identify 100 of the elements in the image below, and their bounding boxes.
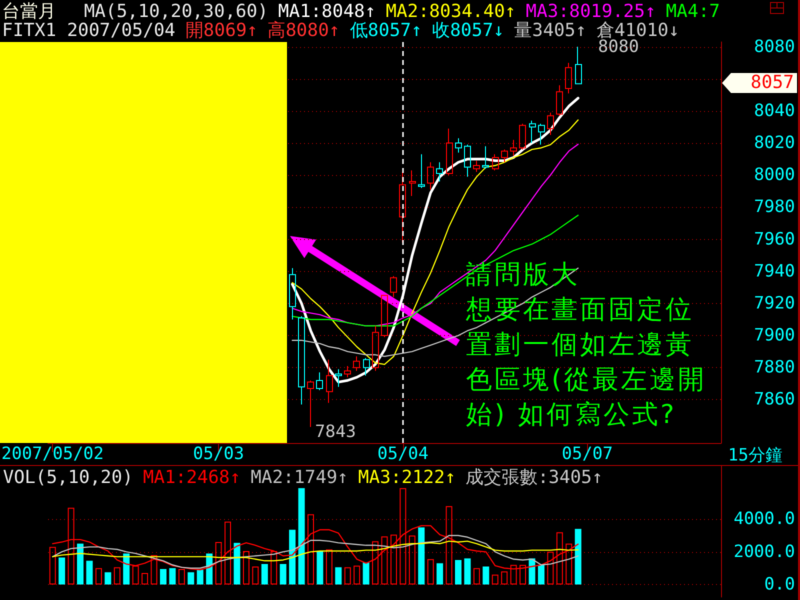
bar <box>344 567 351 584</box>
bar <box>49 546 56 584</box>
y-tick-label: 8000 <box>754 165 795 186</box>
bar <box>501 571 508 584</box>
bar <box>316 550 324 584</box>
bar <box>408 535 416 584</box>
text: MA2:1749↑ <box>250 467 348 488</box>
bar <box>464 558 471 584</box>
text: MA1:8048↑ <box>278 1 376 22</box>
candlestick <box>316 372 323 391</box>
bar <box>58 558 66 584</box>
candlestick <box>418 154 425 188</box>
bar <box>574 528 582 584</box>
bar <box>298 488 305 584</box>
candlestick <box>547 112 554 136</box>
line-series <box>52 540 579 562</box>
candlestick <box>372 325 379 372</box>
y-tick-label: 7860 <box>754 390 795 410</box>
bar <box>354 566 360 584</box>
y-tick-label: 7880 <box>754 358 795 378</box>
bar <box>427 559 434 584</box>
candlestick <box>353 356 360 372</box>
bar <box>123 553 130 584</box>
candlestick <box>381 294 388 338</box>
y-tick-label: 7960 <box>754 229 795 250</box>
text: MA3:2122↑ <box>358 467 456 488</box>
candlestick <box>307 380 314 428</box>
text: MA3:8019.25↑ <box>526 1 656 22</box>
x-tick-label: 05/07 <box>562 444 613 464</box>
y-tick-label: 8040 <box>754 100 795 121</box>
text: 開8069↑ <box>185 20 258 41</box>
annotation: 7843 <box>315 422 356 442</box>
bar <box>538 564 544 584</box>
bar <box>261 564 268 584</box>
bar <box>455 560 462 584</box>
bar <box>326 549 332 584</box>
text: MA4:7 <box>666 1 720 22</box>
x-tick-label: 05/04 <box>377 444 429 464</box>
x-tick-label: 2007/05/02 <box>1 444 104 464</box>
candlestick <box>529 120 536 144</box>
candlestick <box>565 62 572 94</box>
bar <box>196 570 204 584</box>
bar <box>104 572 112 584</box>
text: 低8057↑ <box>350 20 422 41</box>
bar <box>492 574 498 584</box>
bar <box>335 567 342 584</box>
candlestick <box>455 138 462 154</box>
chart-subtitle: FITX1 2007/05/04 <box>2 20 176 41</box>
candlestick <box>335 368 342 388</box>
text: 收8057↓ <box>432 20 504 41</box>
candlestick <box>510 139 517 156</box>
text: MA1:2468↑ <box>143 467 241 488</box>
y-tick-label: 7900 <box>754 326 795 346</box>
bar <box>169 568 176 584</box>
bar <box>160 568 166 584</box>
bar <box>188 572 194 584</box>
text: 8057 <box>722 72 797 93</box>
bar <box>95 568 102 584</box>
x-tick-label: 05/03 <box>192 444 244 464</box>
legend-title: MA(5,10,20,30,60) <box>84 1 268 22</box>
candlestick <box>538 123 545 146</box>
candlestick <box>399 171 406 243</box>
candlestick <box>436 162 443 182</box>
candlestick <box>464 144 471 178</box>
candlestick <box>482 146 489 170</box>
y-tick-label: 8020 <box>754 133 795 154</box>
line-series <box>292 144 579 327</box>
line-series <box>52 534 579 569</box>
candlestick <box>575 46 582 84</box>
y-tick-label: 2000.0 <box>734 542 795 562</box>
candlestick <box>519 123 526 150</box>
y-tick-label: 0.0 <box>764 574 795 594</box>
candlestick <box>344 366 351 378</box>
bar <box>252 566 259 584</box>
candlestick <box>492 154 499 171</box>
bar <box>289 530 296 584</box>
text: 量3405↑ <box>514 20 586 41</box>
candlestick <box>326 359 333 404</box>
bar <box>242 550 250 584</box>
bar <box>77 544 84 584</box>
y-tick-label: 7920 <box>754 293 795 314</box>
candlestick <box>289 268 296 320</box>
legend-title: VOL(5,10,20) <box>3 467 134 488</box>
candlestick <box>298 316 305 406</box>
bar <box>362 562 370 584</box>
annotation: 8080 <box>598 37 639 57</box>
text: MA2:8034.40↑ <box>386 1 516 22</box>
y-tick-label: 8080 <box>754 36 795 57</box>
bar <box>114 567 120 584</box>
bar <box>86 560 93 584</box>
bar <box>142 573 148 584</box>
x-axis-title: 15分鐘 <box>728 446 782 466</box>
candlestick <box>556 84 563 116</box>
bar <box>482 566 490 584</box>
y-tick-label: 4000.0 <box>734 509 795 530</box>
y-tick-label: 7940 <box>754 261 795 282</box>
y-tick-label: 7980 <box>754 197 795 218</box>
candlestick <box>427 162 434 190</box>
text: 高8080↑ <box>268 20 340 41</box>
chart-title: 台當月 <box>2 1 56 22</box>
